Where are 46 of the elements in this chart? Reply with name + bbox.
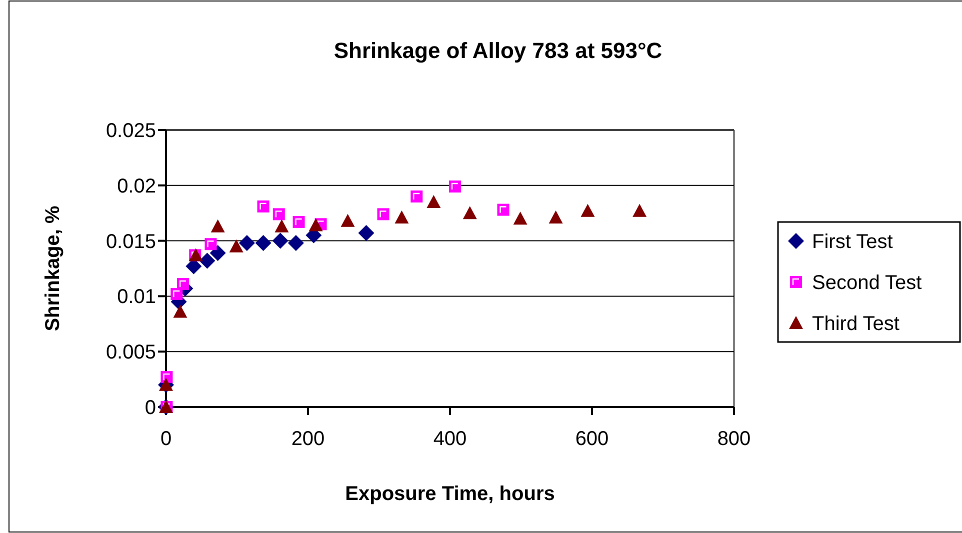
point: [580, 204, 595, 217]
y-tick-label: 0: [144, 397, 156, 419]
x-tick-label: 200: [291, 428, 325, 450]
legend-label: Third Test: [812, 313, 900, 335]
point: [210, 244, 226, 261]
point: [340, 214, 355, 227]
chart-title: Shrinkage of Alloy 783 at 593°C: [334, 38, 662, 63]
y-tick-label: 0.015: [106, 230, 156, 253]
point: [448, 180, 461, 193]
y-tick-label: 0.025: [106, 120, 156, 142]
x-tick-label: 400: [433, 428, 467, 450]
point: [377, 208, 390, 220]
x-tick-label: 800: [717, 428, 751, 450]
point: [308, 218, 323, 232]
point: [274, 219, 289, 232]
y-tick-label: 0.02: [117, 175, 156, 198]
point: [497, 204, 510, 216]
point: [272, 208, 285, 220]
legend-label: First Test: [812, 231, 894, 253]
legend-label: Second Test: [812, 272, 922, 294]
point: [229, 239, 244, 252]
y-axis-title: Shrinkage, %: [42, 205, 64, 332]
x-axis-title: Exposure Time, hours: [345, 483, 555, 505]
x-tick-label: 600: [575, 428, 609, 450]
point: [177, 278, 190, 290]
point: [199, 252, 216, 269]
point: [272, 232, 288, 249]
point: [210, 219, 225, 232]
point: [632, 204, 647, 217]
point: [394, 210, 409, 224]
point: [426, 195, 441, 208]
point: [255, 235, 272, 252]
point: [238, 235, 255, 252]
point: [288, 235, 304, 252]
x-tick-label: 0: [160, 428, 172, 450]
point: [257, 200, 270, 212]
point: [410, 190, 423, 202]
point: [204, 238, 217, 250]
y-tick-label: 0.005: [106, 342, 156, 364]
point: [173, 304, 188, 318]
y-tick-label: 0.01: [117, 286, 156, 308]
point: [462, 206, 477, 220]
point: [292, 216, 305, 228]
point: [513, 212, 528, 225]
point: [548, 210, 563, 224]
point: [358, 225, 374, 242]
